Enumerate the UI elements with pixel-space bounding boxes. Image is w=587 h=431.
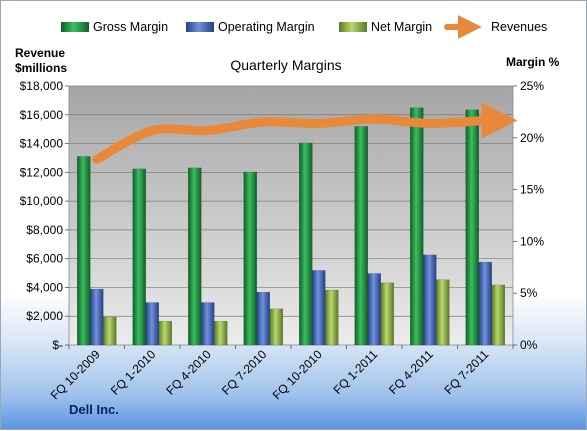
bar-gross-margin-fq-10-2010 [299,142,313,346]
right-tick-label: 0% [520,338,538,352]
bar-gross-margin-fq-10-2009 [77,156,91,346]
right-tick-label: 15% [520,183,544,197]
bar-operating-margin-fq-10-2010 [312,270,326,346]
bar-net-margin-fq-4-2010 [214,320,228,346]
bar-operating-margin-fq-1-2011 [367,273,381,346]
x-tick-label: FQ 7-2011 [442,347,492,397]
x-tick-label: FQ 1-2010 [108,347,159,398]
right-tick-label: 5% [520,286,538,300]
legend-label-net-margin: Net Margin [371,20,432,34]
legend-label-operating-margin: Operating Margin [218,20,315,34]
x-tick-label: FQ 10-2009 [48,347,103,402]
legend-label-revenues: Revenues [491,20,547,34]
bar-operating-margin-fq-4-2010 [201,302,215,346]
left-tick-label: $12,000 [20,165,64,179]
right-axis: 0% 5% 10% 15% 20% 25% [513,79,544,352]
x-tick-label: FQ 1-2011 [331,347,381,397]
bar-net-margin-fq-1-2010 [158,320,172,346]
bar-operating-margin-fq-4-2011 [423,254,437,346]
left-tick-label: $4,000 [26,280,63,294]
bar-gross-margin-fq-4-2011 [410,107,424,346]
revenues-line-path [92,102,518,164]
left-tick-label: $18,000 [20,79,64,93]
bar-gross-margin-fq-4-2010 [188,167,202,346]
x-tick-label: FQ 4-2010 [163,347,214,398]
bar-operating-margin-fq-10-2009 [90,288,104,346]
bar-operating-margin-fq-7-2011 [478,261,492,346]
left-tick-label: $- [52,338,63,352]
bar-net-margin-fq-7-2010 [269,308,283,346]
left-tick-label: $8,000 [26,223,63,237]
legend-label-gross-margin: Gross Margin [93,20,168,34]
bar-gross-margin-fq-1-2011 [354,126,368,346]
left-axis-label-line1: Revenue [15,46,65,60]
left-tick-label: $14,000 [20,137,64,151]
left-axis-label-line2: $millions [15,61,67,75]
bar-net-margin-fq-7-2011 [491,284,505,346]
bar-net-margin-fq-10-2009 [103,316,117,346]
legend-swatch-gross-margin [61,22,89,32]
bar-net-margin-fq-4-2011 [436,279,450,346]
x-tick-label: FQ 10-2010 [270,347,325,402]
x-tick-label: FQ 7-2010 [219,347,270,398]
x-axis: FQ 10-2009 FQ 1-2010 FQ 4-2010 FQ 7-2010 FQ … [48,345,514,402]
right-axis-label: Margin % [506,55,560,69]
right-tick-label: 25% [520,79,544,93]
left-tick-label: $10,000 [20,194,64,208]
legend: Gross Margin Operating Margin Net Margin… [61,15,547,39]
left-tick-label: $16,000 [20,108,64,122]
bars [77,107,505,346]
legend-swatch-net-margin [339,22,367,32]
left-tick-label: $6,000 [26,252,63,266]
bar-gross-margin-fq-1-2010 [132,168,146,346]
bar-net-margin-fq-10-2010 [325,289,339,346]
bar-net-margin-fq-1-2011 [380,282,394,346]
revenues-line [92,102,518,164]
x-tick-label: FQ 4-2011 [386,347,436,397]
left-axis: $- $2,000 $4,000 $6,000 $8,000 $10,000 $12,000… [20,79,69,352]
left-tick-label: $2,000 [26,309,63,323]
bar-operating-margin-fq-7-2010 [256,291,270,346]
right-tick-label: 20% [520,131,544,145]
chart-title: Quarterly Margins [230,57,341,73]
bar-operating-margin-fq-1-2010 [145,302,159,346]
footer-company: Dell Inc. [69,402,119,417]
legend-swatch-operating-margin [186,22,214,32]
bar-gross-margin-fq-7-2011 [465,109,479,346]
bar-gross-margin-fq-7-2010 [243,171,257,346]
right-tick-label: 10% [520,234,544,248]
